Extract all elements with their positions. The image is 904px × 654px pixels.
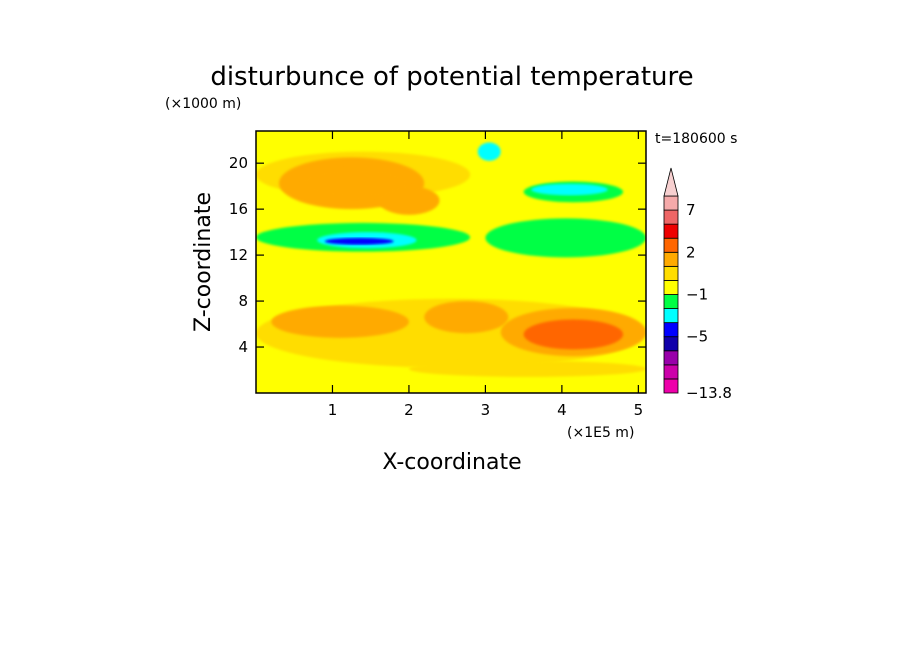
contour-plot-area [256,131,646,393]
plot-frame [255,130,647,394]
x-tick-label: 5 [634,401,644,419]
chart-title: disturbunce of potential temperature [210,62,693,92]
colorbar-tick-label: 2 [686,243,696,261]
contour-region [378,186,440,215]
contour-region [424,301,509,334]
y-tick-label: 4 [238,338,248,356]
x-tick-label: 4 [557,401,567,419]
colorbar-segment [663,350,679,366]
y-axis-ticks: 4 8 12 16 20 [229,154,646,356]
y-tick-label: 20 [229,154,248,172]
contour-region [531,183,608,196]
colorbar-segment [663,237,679,253]
colorbar-tick-label: 7 [686,201,696,219]
contour-region [408,360,646,377]
colorbar-labels: 7 2 −1 −5 −13.8 [686,201,732,402]
x-axis-label: X-coordinate [382,450,521,475]
contour-region [477,142,501,161]
y-tick-label: 8 [238,292,248,310]
colorbar-segment [663,195,679,211]
colorbar-extension-arrow [663,167,679,197]
colorbar-segment [663,364,679,380]
y-tick-label: 16 [229,200,248,218]
contour-region [485,218,646,258]
colorbar-segment [663,294,679,309]
x-tick-label: 2 [404,401,414,419]
colorbar-segment [663,336,679,352]
colorbar-tick-label: −5 [686,328,708,346]
colorbar-segment [663,223,679,239]
x-axis-ticks: 1 2 3 4 5 [328,131,643,419]
colorbar-segment [663,308,679,324]
contour-region [301,168,409,198]
time-label: t=180600 s [655,131,737,147]
colorbar-tick-label: −1 [686,286,708,304]
colorbar-segment [663,378,679,394]
contour-region [256,379,646,393]
y-axis-unit: (×1000 m) [165,96,241,112]
colorbar-segment [663,209,679,225]
y-tick-label: 12 [229,246,248,264]
colorbar-segment [663,322,679,338]
x-tick-label: 1 [328,401,338,419]
y-axis-label: Z-coordinate [191,192,216,332]
colorbar-segment [663,280,679,295]
colorbar-tick-label: −13.8 [686,384,732,402]
x-axis-unit: (×1E5 m) [567,425,634,441]
x-tick-label: 3 [481,401,491,419]
contour-region [324,237,394,245]
contour-region [523,319,624,350]
colorbar-segment [663,265,679,281]
colorbar [663,167,679,394]
contour-region [271,305,409,338]
colorbar-segment [663,251,679,267]
